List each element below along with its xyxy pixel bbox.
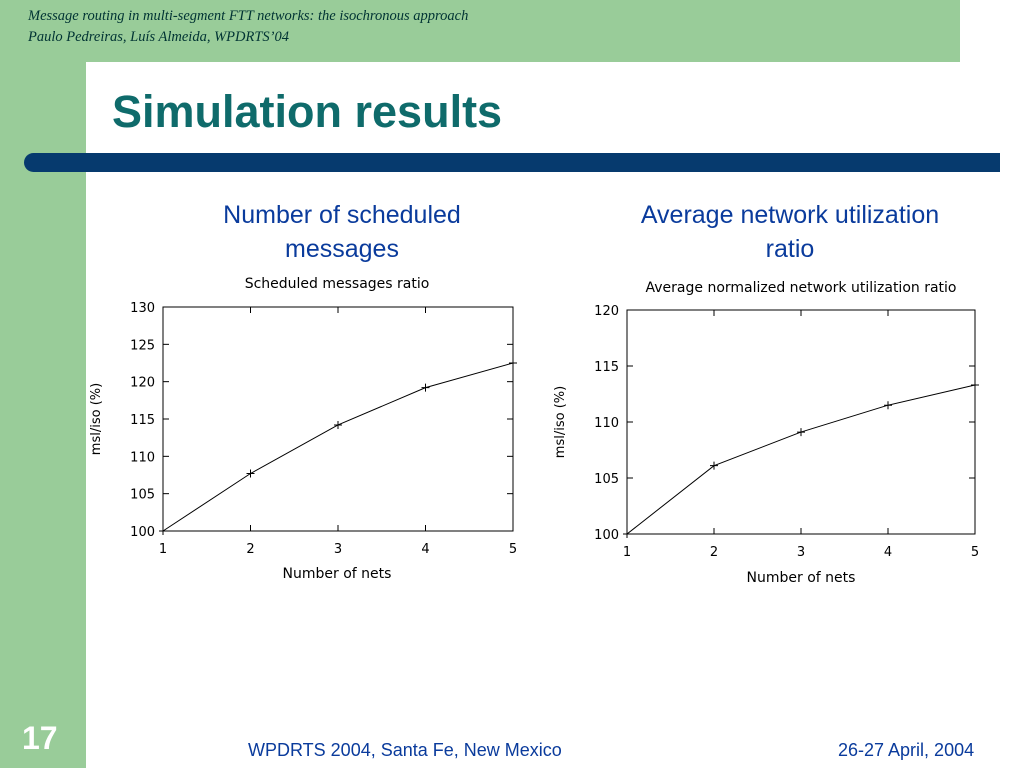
x-tick-label: 5 bbox=[971, 545, 979, 560]
right-chart-heading-line1: Average network utilization bbox=[640, 201, 940, 229]
left-chart-heading-line2: messages bbox=[285, 235, 399, 263]
x-tick-label: 3 bbox=[334, 542, 342, 557]
footer-conference: WPDRTS 2004, Santa Fe, New Mexico bbox=[248, 740, 562, 760]
title-divider bbox=[24, 153, 1000, 172]
x-tick-label: 4 bbox=[884, 545, 892, 560]
data-point bbox=[884, 401, 892, 410]
x-tick-label: 2 bbox=[246, 542, 254, 557]
header-paper-title: Message routing in multi-segment FTT net… bbox=[28, 8, 469, 24]
y-tick-label: 100 bbox=[130, 525, 155, 540]
y-tick-label: 110 bbox=[130, 450, 155, 465]
y-tick-label: 120 bbox=[130, 376, 155, 391]
data-point bbox=[246, 469, 255, 478]
data-point bbox=[971, 381, 979, 390]
y-tick-label: 105 bbox=[594, 472, 619, 487]
left-chart-heading: Number of scheduled messages bbox=[192, 198, 492, 266]
x-axis-label: Number of nets bbox=[283, 566, 392, 582]
x-axis-label: Number of nets bbox=[747, 570, 856, 586]
series-line bbox=[626, 384, 976, 535]
y-tick-label: 130 bbox=[130, 301, 155, 316]
header-authors: Paulo Pedreiras, Luís Almeida, WPDRTS’04 bbox=[28, 29, 289, 45]
plot-frame bbox=[626, 309, 976, 535]
left-chart-heading-line1: Number of scheduled bbox=[223, 201, 461, 229]
y-tick-label: 100 bbox=[594, 528, 619, 543]
chart-title: Scheduled messages ratio bbox=[245, 276, 430, 292]
y-axis-label: msl/iso (%) bbox=[553, 386, 568, 458]
data-point bbox=[334, 420, 342, 429]
y-tick-label: 115 bbox=[130, 413, 155, 428]
data-point bbox=[623, 530, 631, 538]
header-band bbox=[0, 0, 960, 62]
x-tick-label: 2 bbox=[710, 545, 718, 560]
data-point bbox=[159, 527, 167, 535]
data-point bbox=[509, 359, 517, 367]
x-tick-label: 1 bbox=[159, 542, 167, 557]
right-chart-heading-line2: ratio bbox=[765, 235, 815, 263]
data-point bbox=[421, 383, 430, 392]
y-axis-label: msl/iso (%) bbox=[89, 383, 104, 455]
data-point bbox=[710, 461, 718, 470]
y-tick-label: 105 bbox=[130, 488, 155, 503]
page-number: 17 bbox=[22, 720, 58, 756]
footer-date: 26-27 April, 2004 bbox=[838, 740, 975, 760]
y-tick-label: 125 bbox=[130, 338, 155, 353]
chart-title: Average normalized network utilization r… bbox=[646, 280, 957, 296]
x-tick-label: 5 bbox=[509, 542, 517, 557]
x-tick-label: 3 bbox=[797, 545, 805, 560]
y-tick-label: 110 bbox=[594, 416, 619, 431]
y-tick-label: 115 bbox=[594, 360, 619, 375]
x-tick-label: 4 bbox=[421, 542, 429, 557]
right-chart-heading: Average network utilization ratio bbox=[608, 198, 972, 266]
slide-title: Simulation results bbox=[112, 86, 503, 137]
slide-content-panel bbox=[86, 62, 1024, 768]
y-tick-label: 120 bbox=[594, 304, 619, 319]
x-tick-label: 1 bbox=[623, 545, 631, 560]
left-sidebar-band bbox=[0, 0, 86, 768]
data-point bbox=[797, 428, 805, 437]
